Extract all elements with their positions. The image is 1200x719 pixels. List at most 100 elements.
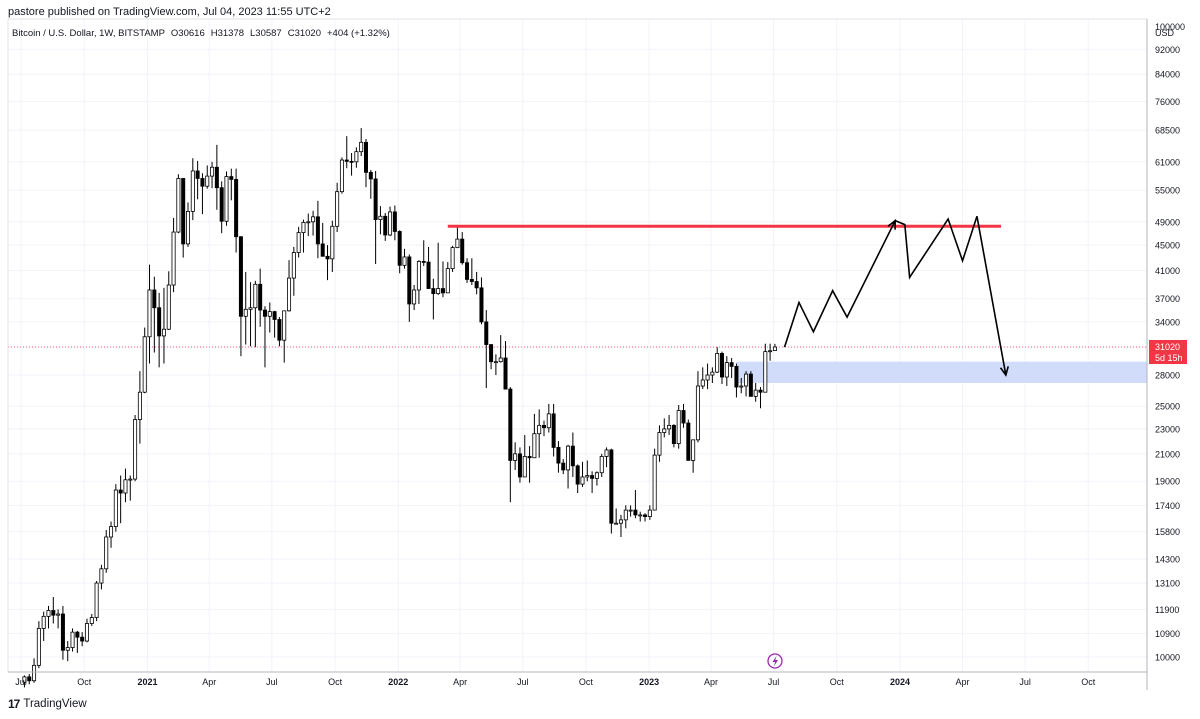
candle-2020-11-02	[104, 530, 109, 573]
candle-2023-04-24	[724, 356, 729, 387]
candle-2021-09-27	[330, 220, 335, 272]
candle-2023-02-27	[686, 419, 691, 461]
price-label-49000: 49000	[1155, 217, 1180, 227]
candle-2021-03-29	[205, 165, 210, 189]
time-label-jul: Jul	[1019, 677, 1031, 687]
candle-2021-07-26	[287, 260, 292, 312]
time-label-apr: Apr	[202, 677, 216, 687]
price-label-76000: 76000	[1155, 97, 1180, 107]
candle-2022-09-05	[566, 444, 571, 489]
candle-2021-11-15	[364, 139, 369, 188]
candle-2021-07-12	[277, 317, 282, 347]
candle-2021-07-19	[282, 310, 287, 363]
candle-2022-01-10	[402, 248, 407, 269]
candle-2022-02-07	[421, 240, 426, 266]
lightning-icon[interactable]	[767, 653, 783, 669]
candle-2022-08-15	[551, 403, 556, 457]
candle-2020-11-16	[113, 484, 118, 532]
price-label-23000: 23000	[1155, 424, 1180, 434]
price-label-92000: 92000	[1155, 45, 1180, 55]
candle-2021-01-04	[147, 264, 152, 364]
candle-2021-11-08	[359, 128, 364, 157]
price-label-34000: 34000	[1155, 317, 1180, 327]
candle-2021-05-17	[238, 236, 243, 357]
candle-2022-08-29	[561, 459, 566, 475]
candle-2022-02-21	[431, 278, 436, 320]
candle-2022-11-07	[609, 448, 614, 534]
price-label-55000: 55000	[1155, 186, 1180, 196]
candle-2020-10-19	[94, 580, 99, 622]
time-label-2023: 2023	[639, 677, 659, 687]
candle-2020-11-30	[123, 468, 128, 503]
last-price-countdown: 5d 15h	[1155, 353, 1183, 363]
candle-2020-10-05	[84, 618, 89, 643]
candle-2020-07-27	[36, 621, 41, 669]
time-axis[interactable]: Jul Oct 2021 Apr Jul Oct 2022 Apr Jul Oct 2023 Apr J…	[15, 677, 1096, 687]
price-scale-currency: USD	[1155, 28, 1175, 38]
candle-2022-12-19	[638, 511, 643, 522]
candle-2022-11-21	[618, 514, 623, 537]
candle-2022-04-25	[474, 271, 479, 295]
candle-2020-10-12	[89, 614, 94, 626]
candle-2023-01-30	[667, 414, 672, 435]
candle-2022-02-14	[426, 246, 431, 289]
price-label-13100: 13100	[1155, 579, 1180, 589]
last-price-tag-bg	[1149, 340, 1187, 364]
candle-2023-03-20	[700, 367, 705, 390]
last-price-tag: 31020 5d 15h	[1149, 340, 1187, 364]
candle-2022-12-05	[628, 505, 633, 517]
symbol-legend[interactable]: Bitcoin / U.S. Dollar, 1W, BITSTAMP O3061…	[12, 28, 390, 39]
candle-2022-07-18	[532, 413, 537, 459]
candle-2020-11-09	[109, 521, 114, 548]
candle-2021-10-25	[349, 152, 354, 176]
candle-2021-10-18	[344, 136, 349, 169]
time-label-jul: Jul	[15, 677, 27, 687]
candle-2023-05-29	[748, 371, 753, 397]
grid	[8, 19, 1147, 672]
ohlc-close: C31020	[287, 28, 321, 39]
support-zone	[736, 361, 1147, 383]
candle-2022-04-18	[469, 258, 474, 286]
candle-2022-09-19	[575, 464, 580, 494]
candle-2020-08-24	[56, 609, 61, 629]
price-label-100000: 100000	[1155, 22, 1185, 32]
candle-2022-10-03	[585, 460, 590, 482]
price-label-41000: 41000	[1155, 266, 1180, 276]
candle-2021-06-07	[253, 280, 258, 348]
candle-2021-04-26	[224, 171, 229, 226]
price-label-84000: 84000	[1155, 70, 1180, 80]
candle-2020-09-21	[75, 630, 80, 653]
candle-2022-03-14	[445, 262, 450, 294]
candle-2021-08-09	[296, 226, 301, 258]
candle-2023-02-06	[671, 424, 676, 448]
candle-2020-09-28	[80, 632, 85, 647]
candle-2023-03-27	[705, 363, 710, 390]
price-label-19000: 19000	[1155, 477, 1180, 487]
time-label-apr: Apr	[956, 677, 970, 687]
candle-2022-08-08	[546, 403, 551, 433]
candle-2023-02-20	[681, 403, 686, 428]
tradingview-branding[interactable]: 17 TradingView	[8, 697, 87, 711]
price-label-37000: 37000	[1155, 294, 1180, 304]
projection-arrow-peak	[887, 219, 897, 230]
time-label-oct: Oct	[1081, 677, 1096, 687]
candle-2022-12-12	[633, 490, 638, 519]
candle-2023-06-12	[758, 387, 763, 409]
candle-2021-05-10	[234, 168, 239, 253]
candle-2020-12-28	[142, 327, 147, 394]
candle-2021-06-21	[262, 306, 267, 368]
ohlc-high: H31378	[210, 28, 245, 39]
tradingview-logo-icon: 17	[8, 697, 20, 711]
candle-2021-12-27	[392, 205, 397, 241]
candle-2021-10-11	[339, 157, 344, 194]
candle-2021-09-06	[315, 200, 320, 259]
candle-2020-07-13	[27, 673, 32, 685]
candle-2022-12-26	[643, 513, 648, 522]
candle-2023-05-22	[744, 371, 749, 397]
candle-2021-12-13	[383, 213, 388, 241]
candle-2021-08-16	[301, 219, 306, 253]
candle-2022-07-11	[527, 446, 532, 483]
candle-2023-04-17	[720, 351, 725, 384]
candle-2022-07-25	[537, 409, 542, 458]
